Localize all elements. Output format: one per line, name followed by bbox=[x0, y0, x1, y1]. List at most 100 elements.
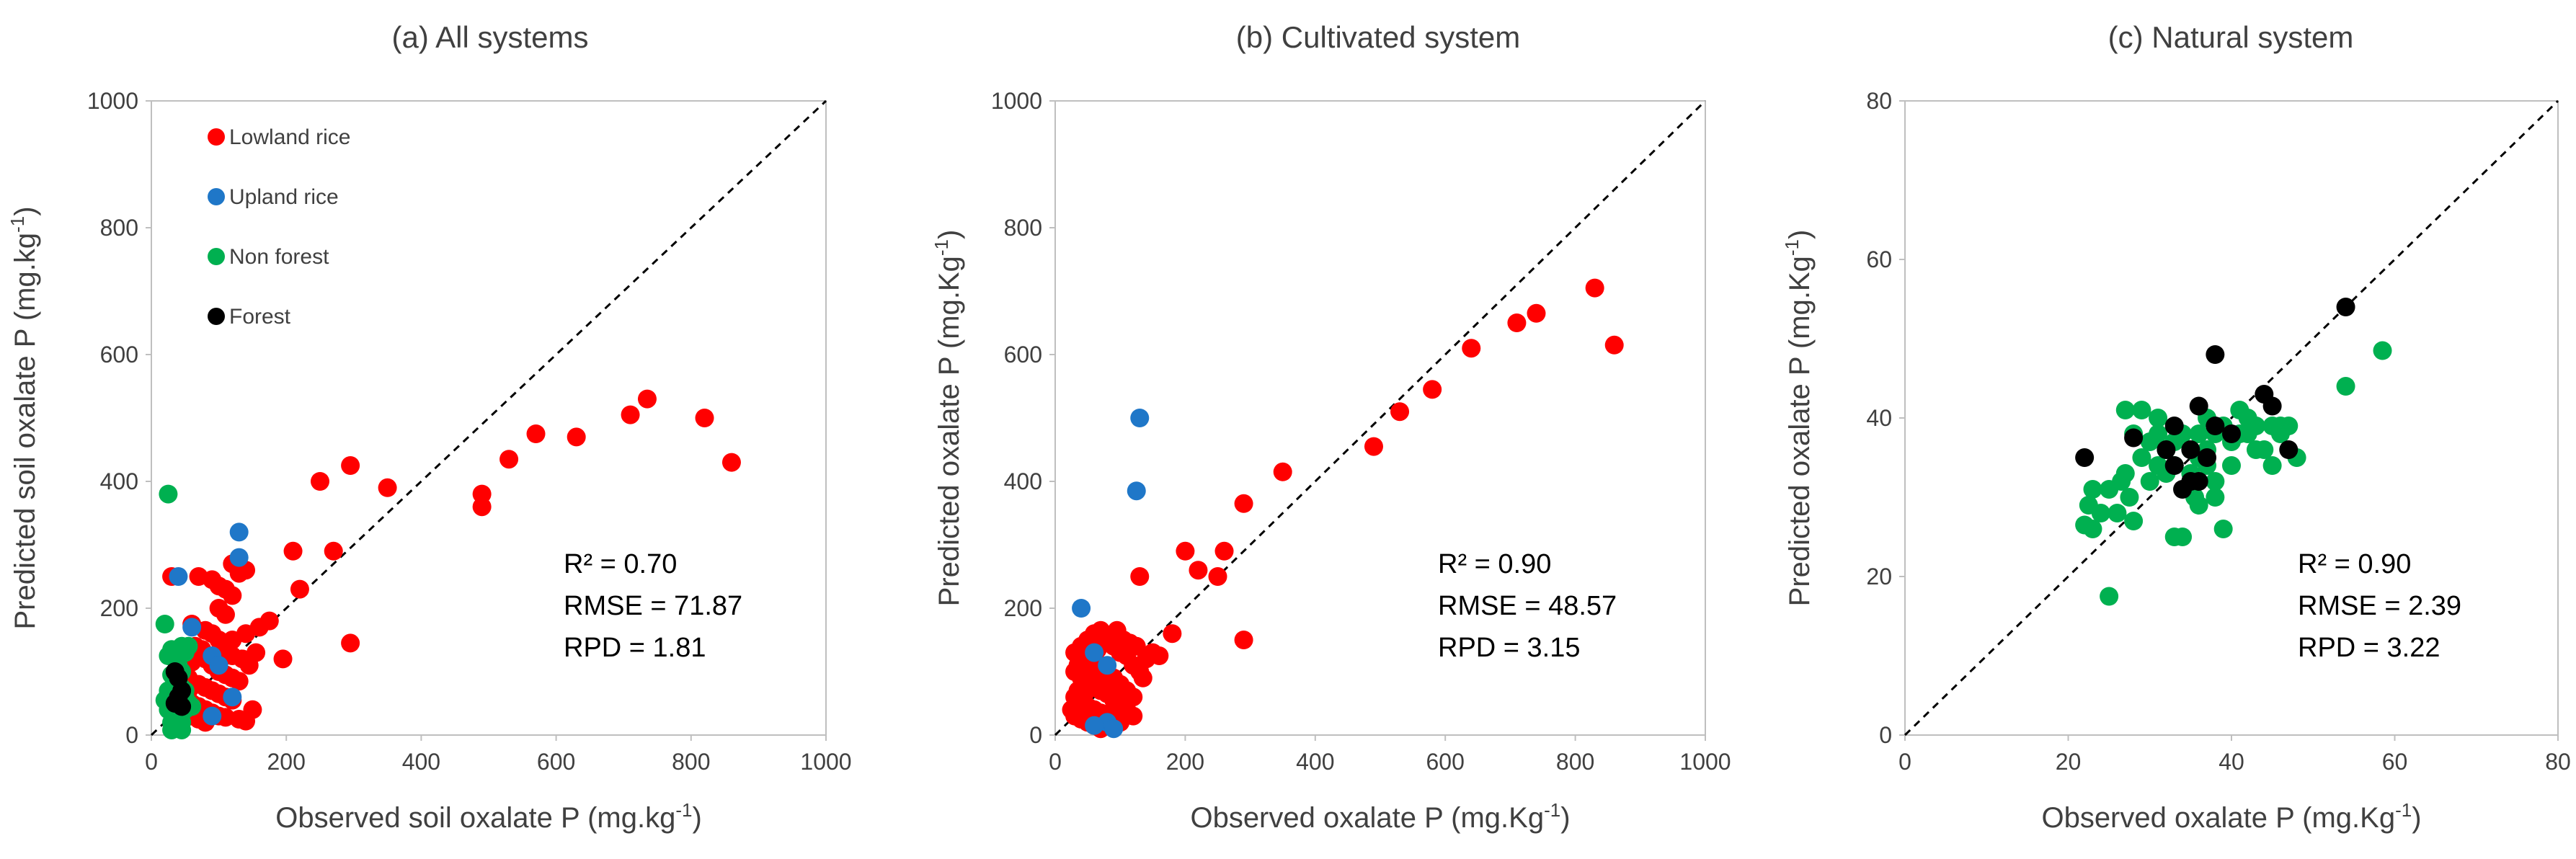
data-point bbox=[1098, 656, 1117, 675]
data-point bbox=[1127, 481, 1146, 501]
data-point bbox=[1150, 646, 1169, 665]
x-tick-label: 80 bbox=[2545, 749, 2571, 775]
y-tick-label: 600 bbox=[1004, 342, 1042, 368]
chart-panel-2: (b) Cultivated system 0 200 400 600 800 1000 0 2… bbox=[931, 20, 1731, 834]
data-point bbox=[567, 427, 586, 447]
data-point bbox=[172, 697, 192, 716]
data-point bbox=[159, 484, 178, 504]
data-point bbox=[1214, 541, 1234, 561]
chart-title: (c) Natural system bbox=[2108, 20, 2354, 54]
data-point bbox=[2181, 440, 2200, 459]
data-point bbox=[1604, 335, 1624, 355]
y-tick-label: 400 bbox=[100, 468, 138, 494]
data-point bbox=[2189, 424, 2208, 443]
data-point bbox=[2189, 396, 2208, 416]
x-tick-label: 20 bbox=[2056, 749, 2082, 775]
data-point bbox=[229, 548, 249, 567]
x-tick-label: 800 bbox=[1556, 749, 1594, 775]
series-upland-rice bbox=[1072, 409, 1150, 739]
data-point bbox=[1364, 437, 1383, 456]
series-non-forest bbox=[2075, 341, 2392, 606]
data-point bbox=[2206, 417, 2225, 435]
stat-label: RPD = 3.15 bbox=[1438, 633, 1581, 663]
legend-marker bbox=[208, 188, 225, 205]
data-point bbox=[2157, 440, 2176, 459]
data-point bbox=[1390, 402, 1410, 422]
chart-title: (a) All systems bbox=[391, 20, 588, 54]
data-point bbox=[2213, 520, 2233, 538]
series-forest bbox=[2075, 298, 2355, 499]
data-point bbox=[2206, 488, 2225, 507]
legend-marker bbox=[208, 308, 225, 325]
data-point bbox=[2149, 424, 2168, 443]
data-point bbox=[1062, 700, 1081, 719]
data-point bbox=[2206, 345, 2225, 364]
data-point bbox=[1075, 684, 1094, 703]
x-axis-label: Observed soil oxalate P (mg.kg-1) bbox=[275, 799, 702, 834]
data-point bbox=[378, 478, 397, 497]
data-point bbox=[2206, 472, 2225, 491]
data-point bbox=[526, 424, 546, 443]
y-axis-label: Predicted soil oxalate P (mg.kg-1) bbox=[6, 206, 41, 629]
data-point bbox=[2100, 587, 2119, 606]
y-tick-label: 40 bbox=[1866, 405, 1892, 431]
x-tick-label: 1000 bbox=[1679, 749, 1731, 775]
chart-panel-1: (a) All systems 0 200 400 600 800 1000 0 200 400 6… bbox=[6, 20, 852, 834]
y-tick-label: 200 bbox=[100, 595, 138, 621]
data-point bbox=[1208, 567, 1227, 586]
x-tick-label: 40 bbox=[2219, 749, 2244, 775]
legend-marker bbox=[208, 248, 225, 265]
data-point bbox=[203, 706, 222, 726]
data-point bbox=[1234, 631, 1253, 649]
stat-label: R² = 0.70 bbox=[564, 549, 677, 579]
data-point bbox=[223, 586, 242, 605]
series-forest bbox=[165, 662, 192, 716]
data-point bbox=[155, 615, 174, 633]
y-tick-label: 200 bbox=[1004, 595, 1042, 621]
data-point bbox=[290, 579, 309, 599]
data-point bbox=[283, 541, 303, 561]
data-point bbox=[1085, 643, 1104, 662]
data-point bbox=[2262, 396, 2282, 416]
stat-label: RPD = 3.22 bbox=[2298, 633, 2440, 663]
data-point bbox=[2262, 456, 2282, 475]
data-point bbox=[259, 611, 279, 631]
x-tick-label: 0 bbox=[1898, 749, 1911, 775]
data-point bbox=[341, 456, 360, 475]
series-lowland-rice bbox=[1062, 278, 1624, 739]
stat-label: RMSE = 48.57 bbox=[1438, 591, 1617, 621]
data-point bbox=[1527, 303, 1546, 323]
data-point bbox=[172, 636, 192, 656]
x-tick-label: 0 bbox=[145, 749, 158, 775]
identity-line bbox=[1054, 99, 1707, 736]
data-point bbox=[243, 700, 262, 719]
data-point bbox=[695, 409, 714, 427]
data-point bbox=[1130, 567, 1150, 586]
data-point bbox=[229, 564, 249, 583]
data-point bbox=[1163, 624, 1182, 644]
x-tick-label: 600 bbox=[537, 749, 575, 775]
chart-title: (b) Cultivated system bbox=[1236, 20, 1520, 54]
data-point bbox=[273, 649, 293, 669]
legend-label: Non forest bbox=[229, 245, 329, 269]
y-tick-label: 800 bbox=[1004, 215, 1042, 241]
data-point bbox=[2149, 409, 2168, 427]
x-tick-label: 600 bbox=[1426, 749, 1465, 775]
data-point bbox=[2083, 480, 2102, 499]
stat-label: R² = 0.90 bbox=[2298, 549, 2411, 579]
data-point bbox=[499, 450, 519, 469]
data-point bbox=[2173, 528, 2193, 546]
y-axis-label: Predicted oxalate P (mg.Kg-1) bbox=[1781, 230, 1816, 607]
data-point bbox=[1133, 668, 1152, 687]
data-point bbox=[2164, 456, 2184, 475]
legend-label: Lowland rice bbox=[229, 125, 350, 149]
y-tick-label: 0 bbox=[1029, 722, 1042, 748]
data-point bbox=[2164, 417, 2184, 435]
data-point bbox=[1585, 278, 1604, 298]
data-point bbox=[2373, 341, 2392, 360]
data-point bbox=[1104, 719, 1124, 739]
data-point bbox=[2336, 377, 2355, 396]
data-point bbox=[2124, 512, 2144, 530]
y-tick-label: 800 bbox=[100, 215, 138, 241]
